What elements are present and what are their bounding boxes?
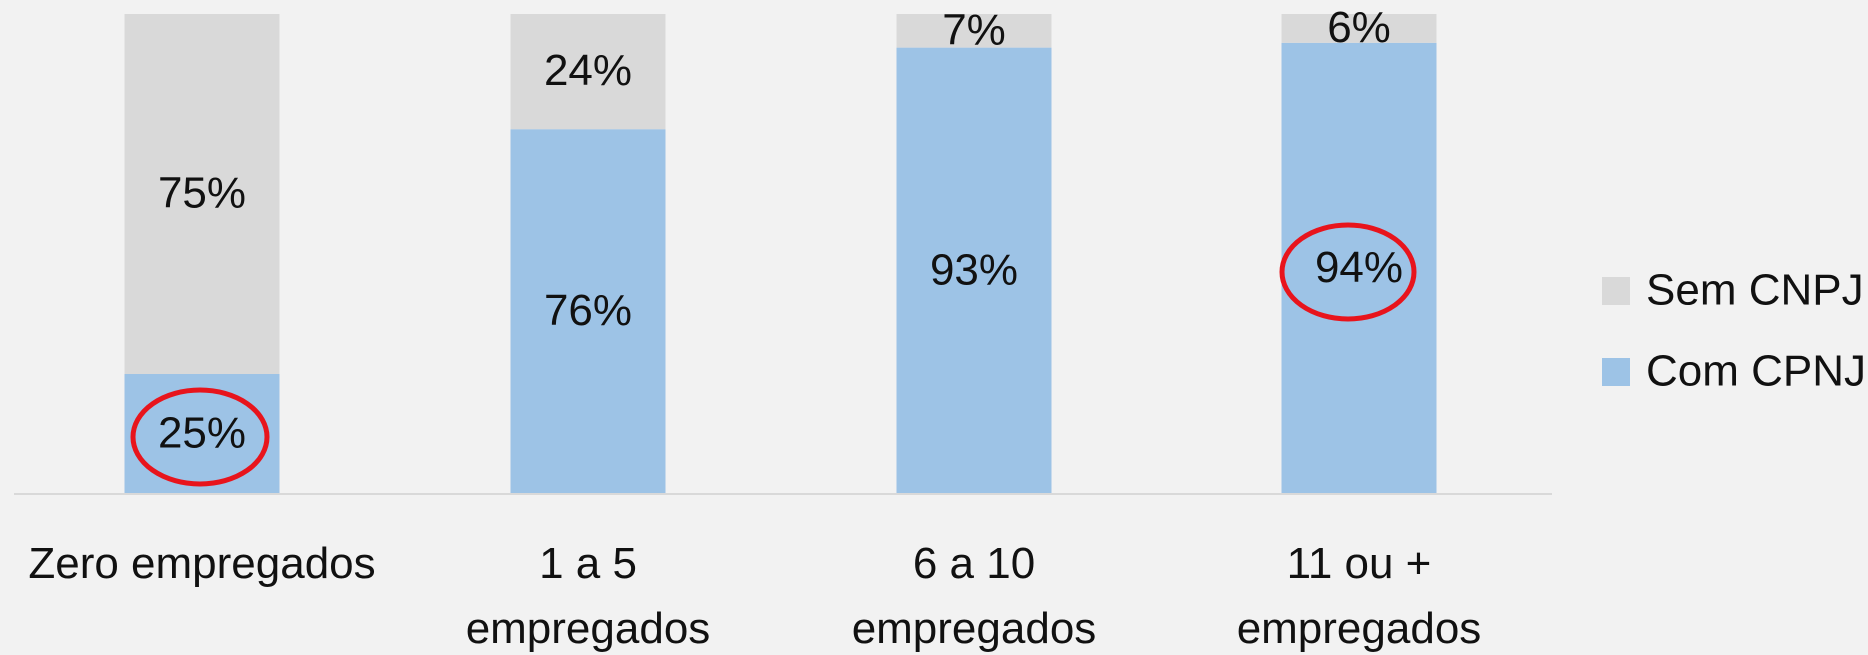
- bar-segment: [896, 47, 1052, 494]
- bar-segment: [510, 14, 666, 130]
- data-label: 94%: [1315, 243, 1403, 292]
- data-label: 75%: [158, 169, 246, 218]
- highlight-circle: [1279, 222, 1417, 322]
- data-label: 7%: [942, 5, 1006, 54]
- bar-segment: [896, 14, 1052, 48]
- data-label: 76%: [544, 286, 632, 335]
- x-tick-label: 11 ou + empregados: [1237, 539, 1482, 653]
- x-tick-label: Zero empregados: [28, 539, 375, 588]
- legend-label: Sem CNPJ: [1646, 266, 1864, 315]
- bar-segment: [1281, 14, 1437, 43]
- data-label: 93%: [930, 245, 1018, 294]
- data-label: 6%: [1327, 3, 1391, 52]
- legend-label: Com CPNJ: [1646, 347, 1866, 396]
- data-label: 24%: [544, 46, 632, 95]
- highlight-circle: [130, 387, 270, 487]
- x-tick-label: 1 a 5 empregados: [466, 539, 711, 653]
- legend-swatch: [1602, 277, 1630, 305]
- bar-segment: [1281, 42, 1437, 495]
- bar-segment: [510, 129, 666, 494]
- legend-swatch: [1602, 358, 1630, 386]
- x-tick-label: 6 a 10 empregados: [852, 539, 1097, 653]
- data-label: 25%: [158, 409, 246, 458]
- bar-segment: [124, 14, 280, 374]
- bar-segment: [124, 374, 280, 494]
